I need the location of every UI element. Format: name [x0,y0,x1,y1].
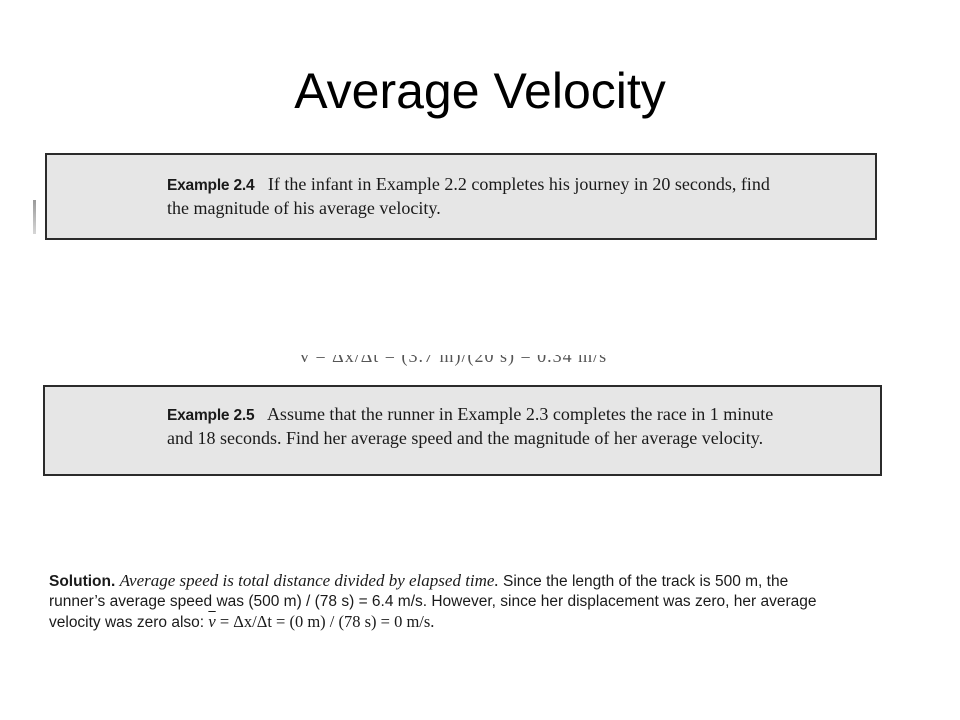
slide-title: Average Velocity [294,63,666,119]
example-2-4-text-block: Example 2.4 If the infant in Example 2.2… [167,173,777,219]
solution-text: Since the length of the track is 500 m, … [49,573,817,631]
example-2-5-text: Assume that the runner in Example 2.3 co… [167,404,774,448]
solution-paragraph: Solution. Average speed is total distanc… [49,571,839,633]
average-velocity-symbol: v [208,612,216,631]
scan-edge-mark [33,200,36,234]
solution-formula: = Δx/Δt = (0 m) / (78 s) = 0 m/s. [215,612,435,631]
example-2-5-label: Example 2.5 [167,407,255,424]
example-2-5-text-block: Example 2.5 Assume that the runner in Ex… [167,403,777,449]
example-box-2-4: Example 2.4 If the infant in Example 2.2… [45,153,877,240]
example-box-2-5: Example 2.5 Assume that the runner in Ex… [43,385,882,476]
example-2-4-text: If the infant in Example 2.2 completes h… [167,174,770,218]
solution-italic-text: Average speed is total distance divided … [119,571,499,590]
example-2-4-label: Example 2.4 [167,177,255,194]
cut-off-formula-fragment: v̄ = Δx/Δt = (3.7 m)/(20 s) = 0.34 m/s [300,355,608,366]
solution-label: Solution. [49,573,116,590]
